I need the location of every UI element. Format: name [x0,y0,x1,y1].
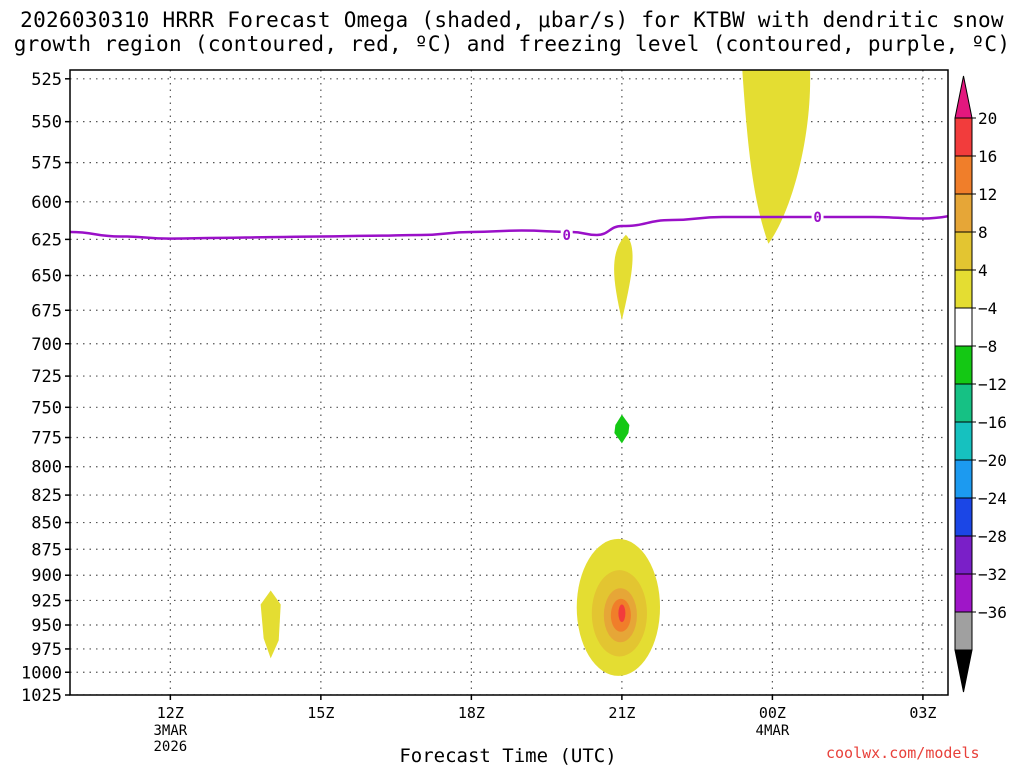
x-tick-label: 00Z [759,704,786,722]
colorbar-label: −28 [978,527,1007,546]
colorbar-label: −8 [978,337,997,356]
colorbar-top-arrow [954,75,973,119]
colorbar-swatch [954,497,973,537]
colorbar-label: 8 [978,223,988,242]
omega-left-plume [260,590,281,659]
colorbar-swatch [954,231,973,271]
y-tick-label: 975 [31,640,62,660]
title-line-2: growth region (contoured, red, ºC) and f… [13,32,1011,56]
omega-core-20 [618,604,626,623]
y-tick-label: 700 [31,335,62,355]
y-tick-label: 525 [31,70,62,90]
freezing-label-bg [560,225,573,244]
chart-title: 2026030310 HRRR Forecast Omega (shaded, … [0,8,1024,56]
freezing-level-line [70,214,948,240]
x-axis-label: Forecast Time (UTC) [399,745,617,767]
plot-frame [69,69,949,696]
y-tick-label: 900 [31,566,62,586]
omega-upper-plume [742,70,811,244]
x-tick-year: 2026 [153,739,187,755]
y-tick-label: 925 [31,591,62,611]
credit-text: coolwx.com/models [826,744,980,762]
y-tick-label: 550 [31,113,62,133]
y-tick-label: 675 [31,301,62,321]
y-tick-label: 1025 [21,686,62,706]
colorbar-label: −4 [978,299,997,318]
surface-band [70,696,948,697]
y-tick-label: 775 [31,429,62,449]
x-tick-label: 15Z [307,704,334,722]
plot-area: 00 [70,70,948,697]
omega-mid-plume [614,234,633,321]
y-tick-label: 825 [31,486,62,506]
x-tick-date: 3MAR [153,723,187,739]
y-tick-label: 875 [31,540,62,560]
colorbar-label: −32 [978,565,1007,584]
colorbar-label: 12 [978,185,997,204]
colorbar-swatch [954,193,973,233]
y-tick-label: 850 [31,514,62,534]
y-tick-label: 950 [31,616,62,636]
colorbar-swatch [954,269,973,309]
y-tick-label: 575 [31,154,62,174]
x-tick-date: 4MAR [756,723,790,739]
y-tick-label: 725 [31,367,62,387]
colorbar-swatch [954,383,973,423]
colorbar-bottom-arrow [954,649,973,693]
colorbar-swatch [954,345,973,385]
x-tick-label: 18Z [458,704,485,722]
omega-descent-diamond [614,414,630,444]
colorbar-label: −16 [978,413,1007,432]
y-tick-label: 800 [31,458,62,478]
x-tick-label: 12Z [157,704,184,722]
colorbar-swatch [954,307,973,347]
y-tick-label: 625 [31,230,62,250]
title-line-1: 2026030310 HRRR Forecast Omega (shaded, … [20,8,1004,32]
x-tick-label: 21Z [608,704,635,722]
colorbar-label: −20 [978,451,1007,470]
colorbar-swatch [954,155,973,195]
freezing-label-bg [811,208,824,227]
colorbar-label: 16 [978,147,997,166]
colorbar-label: 20 [978,109,997,128]
y-tick-label: 650 [31,267,62,287]
colorbar-label: −36 [978,603,1007,622]
y-tick-label: 600 [31,193,62,213]
colorbar-swatch [954,117,973,157]
colorbar-label: −24 [978,489,1007,508]
colorbar-swatch [954,573,973,613]
x-tick-label: 03Z [909,704,936,722]
colorbar-swatch [954,611,973,651]
freezing-level-label: 0 [562,228,570,244]
colorbar-swatch [954,459,973,499]
y-tick-label: 1000 [21,663,62,683]
colorbar-swatch [954,421,973,461]
colorbar-label: 4 [978,261,988,280]
colorbar-swatch [954,535,973,575]
colorbar-label: −12 [978,375,1007,394]
y-tick-label: 750 [31,398,62,418]
freezing-level-label: 0 [813,210,821,226]
